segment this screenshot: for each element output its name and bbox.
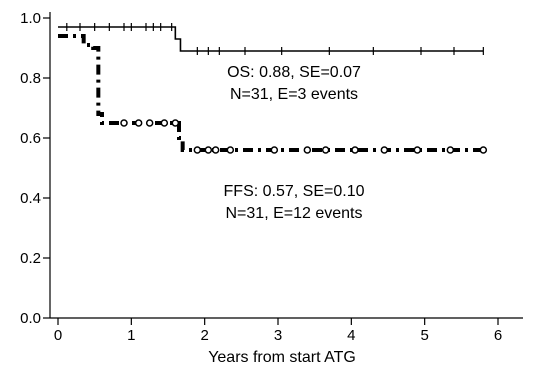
x-tick-label: 1 (127, 327, 135, 344)
os-annotation: OS: 0.88, SE=0.07 (227, 64, 361, 81)
x-tick-label: 5 (420, 327, 428, 344)
ffs-censor-mark (446, 146, 455, 154)
ffs-censor-mark (134, 119, 143, 127)
x-axis-title: Years from start ATG (208, 349, 356, 366)
os-curve (58, 26, 484, 52)
ffs-censor-mark (303, 146, 312, 154)
ffs-censor-mark (193, 146, 202, 154)
x-tick-label: 3 (274, 327, 282, 344)
ffs-censor-mark (351, 146, 359, 154)
y-tick-label: 0.6 (20, 130, 41, 147)
y-tick-label: 0.4 (20, 190, 41, 207)
ffs-censor-mark (479, 146, 488, 154)
y-tick-label: 0.2 (20, 250, 41, 267)
ffs-censor-mark (171, 119, 180, 127)
x-tick-label: 6 (494, 327, 502, 344)
x-tick-label: 0 (54, 327, 62, 344)
y-tick-label: 1.0 (20, 10, 41, 27)
x-tick-label: 2 (200, 327, 208, 344)
ffs-censor-mark (380, 146, 389, 154)
axes-layer: 0 1 2 3 4 5 6 0.0 0.2 0.4 0.6 0.8 1.0 (20, 10, 523, 344)
ffs-censor-mark (226, 146, 235, 154)
y-tick-label: 0.0 (20, 310, 41, 327)
annotation-layer: OS: 0.88, SE=0.07 N=31, E=3 events FFS: 0.… (224, 64, 365, 222)
x-tick-label: 4 (347, 327, 355, 344)
series-layer (58, 23, 488, 154)
ffs-censor-mark (145, 119, 154, 127)
ffs-censor-mark (270, 146, 279, 154)
ffs-censor-mark (160, 119, 169, 127)
ffs-censor-mark (413, 146, 422, 154)
ffs-censor-mark (120, 119, 128, 127)
os-annotation: N=31, E=3 events (230, 86, 358, 103)
ffs-censor-mark (204, 146, 213, 154)
ffs-annotation: FFS: 0.57, SE=0.10 (224, 183, 365, 200)
ffs-annotation: N=31, E=12 events (226, 205, 363, 222)
y-tick-label: 0.8 (20, 70, 41, 87)
ffs-curve (58, 34, 484, 152)
ffs-censor-mark (211, 146, 220, 154)
ffs-censor-mark (321, 146, 330, 154)
